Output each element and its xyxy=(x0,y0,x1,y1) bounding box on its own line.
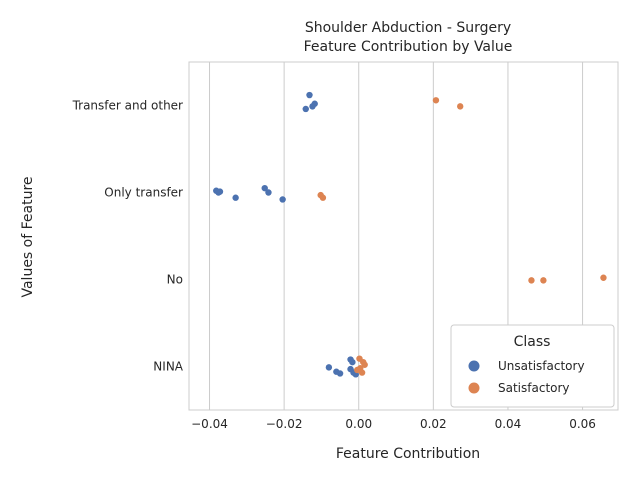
x-axis-label: Feature Contribution xyxy=(336,446,480,462)
point-unsatisfactory xyxy=(336,370,344,377)
x-tick-label: −0.02 xyxy=(266,417,303,431)
y-tick-label-transfer-and-other: Transfer and other xyxy=(72,99,183,113)
point-unsatisfactory xyxy=(265,189,272,196)
point-unsatisfactory xyxy=(309,103,316,110)
point-unsatisfactory xyxy=(306,91,313,99)
y-axis-label: Values of Feature xyxy=(20,176,36,297)
legend-label-unsatisfactory: Unsatisfactory xyxy=(498,359,585,373)
data-points xyxy=(213,91,607,378)
legend-box xyxy=(450,324,615,408)
x-tick-label: −0.04 xyxy=(191,417,228,431)
x-tick-label: 0.02 xyxy=(420,417,447,431)
chart-title-line-2: Feature Contribution by Value xyxy=(304,39,513,55)
point-unsatisfactory xyxy=(302,105,309,113)
point-satisfactory xyxy=(600,274,607,281)
y-tick-label-only-transfer: Only transfer xyxy=(104,186,183,200)
grid-lines xyxy=(209,62,584,410)
point-satisfactory xyxy=(528,277,535,284)
y-tick-label-no: No xyxy=(167,273,183,287)
x-tick-label: 0.00 xyxy=(345,417,372,431)
legend-label-satisfactory: Satisfactory xyxy=(498,381,570,395)
point-unsatisfactory xyxy=(261,184,268,192)
point-satisfactory xyxy=(540,277,547,284)
point-satisfactory xyxy=(358,369,366,376)
point-unsatisfactory xyxy=(349,358,356,366)
chart-title-line-1: Shoulder Abduction - Surgery xyxy=(305,20,511,36)
point-satisfactory xyxy=(361,361,368,368)
point-satisfactory xyxy=(457,103,464,110)
legend: Class Unsatisfactory Satisfactory xyxy=(450,324,615,408)
y-tick-label-nina: NINA xyxy=(153,360,183,374)
point-satisfactory xyxy=(354,366,361,374)
point-satisfactory xyxy=(432,97,440,104)
legend-title: Class xyxy=(514,334,551,350)
point-unsatisfactory xyxy=(279,196,286,203)
x-tick-label: 0.04 xyxy=(495,417,522,431)
point-satisfactory xyxy=(319,194,327,201)
x-tick-label: 0.06 xyxy=(569,417,596,431)
legend-marker-satisfactory xyxy=(468,382,480,394)
legend-marker-unsatisfactory xyxy=(468,360,480,372)
x-tick-labels: −0.04 −0.02 0.00 0.02 0.04 0.06 xyxy=(191,417,596,431)
plot-frame xyxy=(188,61,619,411)
point-unsatisfactory xyxy=(232,194,239,201)
point-unsatisfactory xyxy=(215,189,222,196)
point-unsatisfactory xyxy=(325,364,333,371)
y-tick-labels: Transfer and other Only transfer No NINA xyxy=(72,99,184,374)
